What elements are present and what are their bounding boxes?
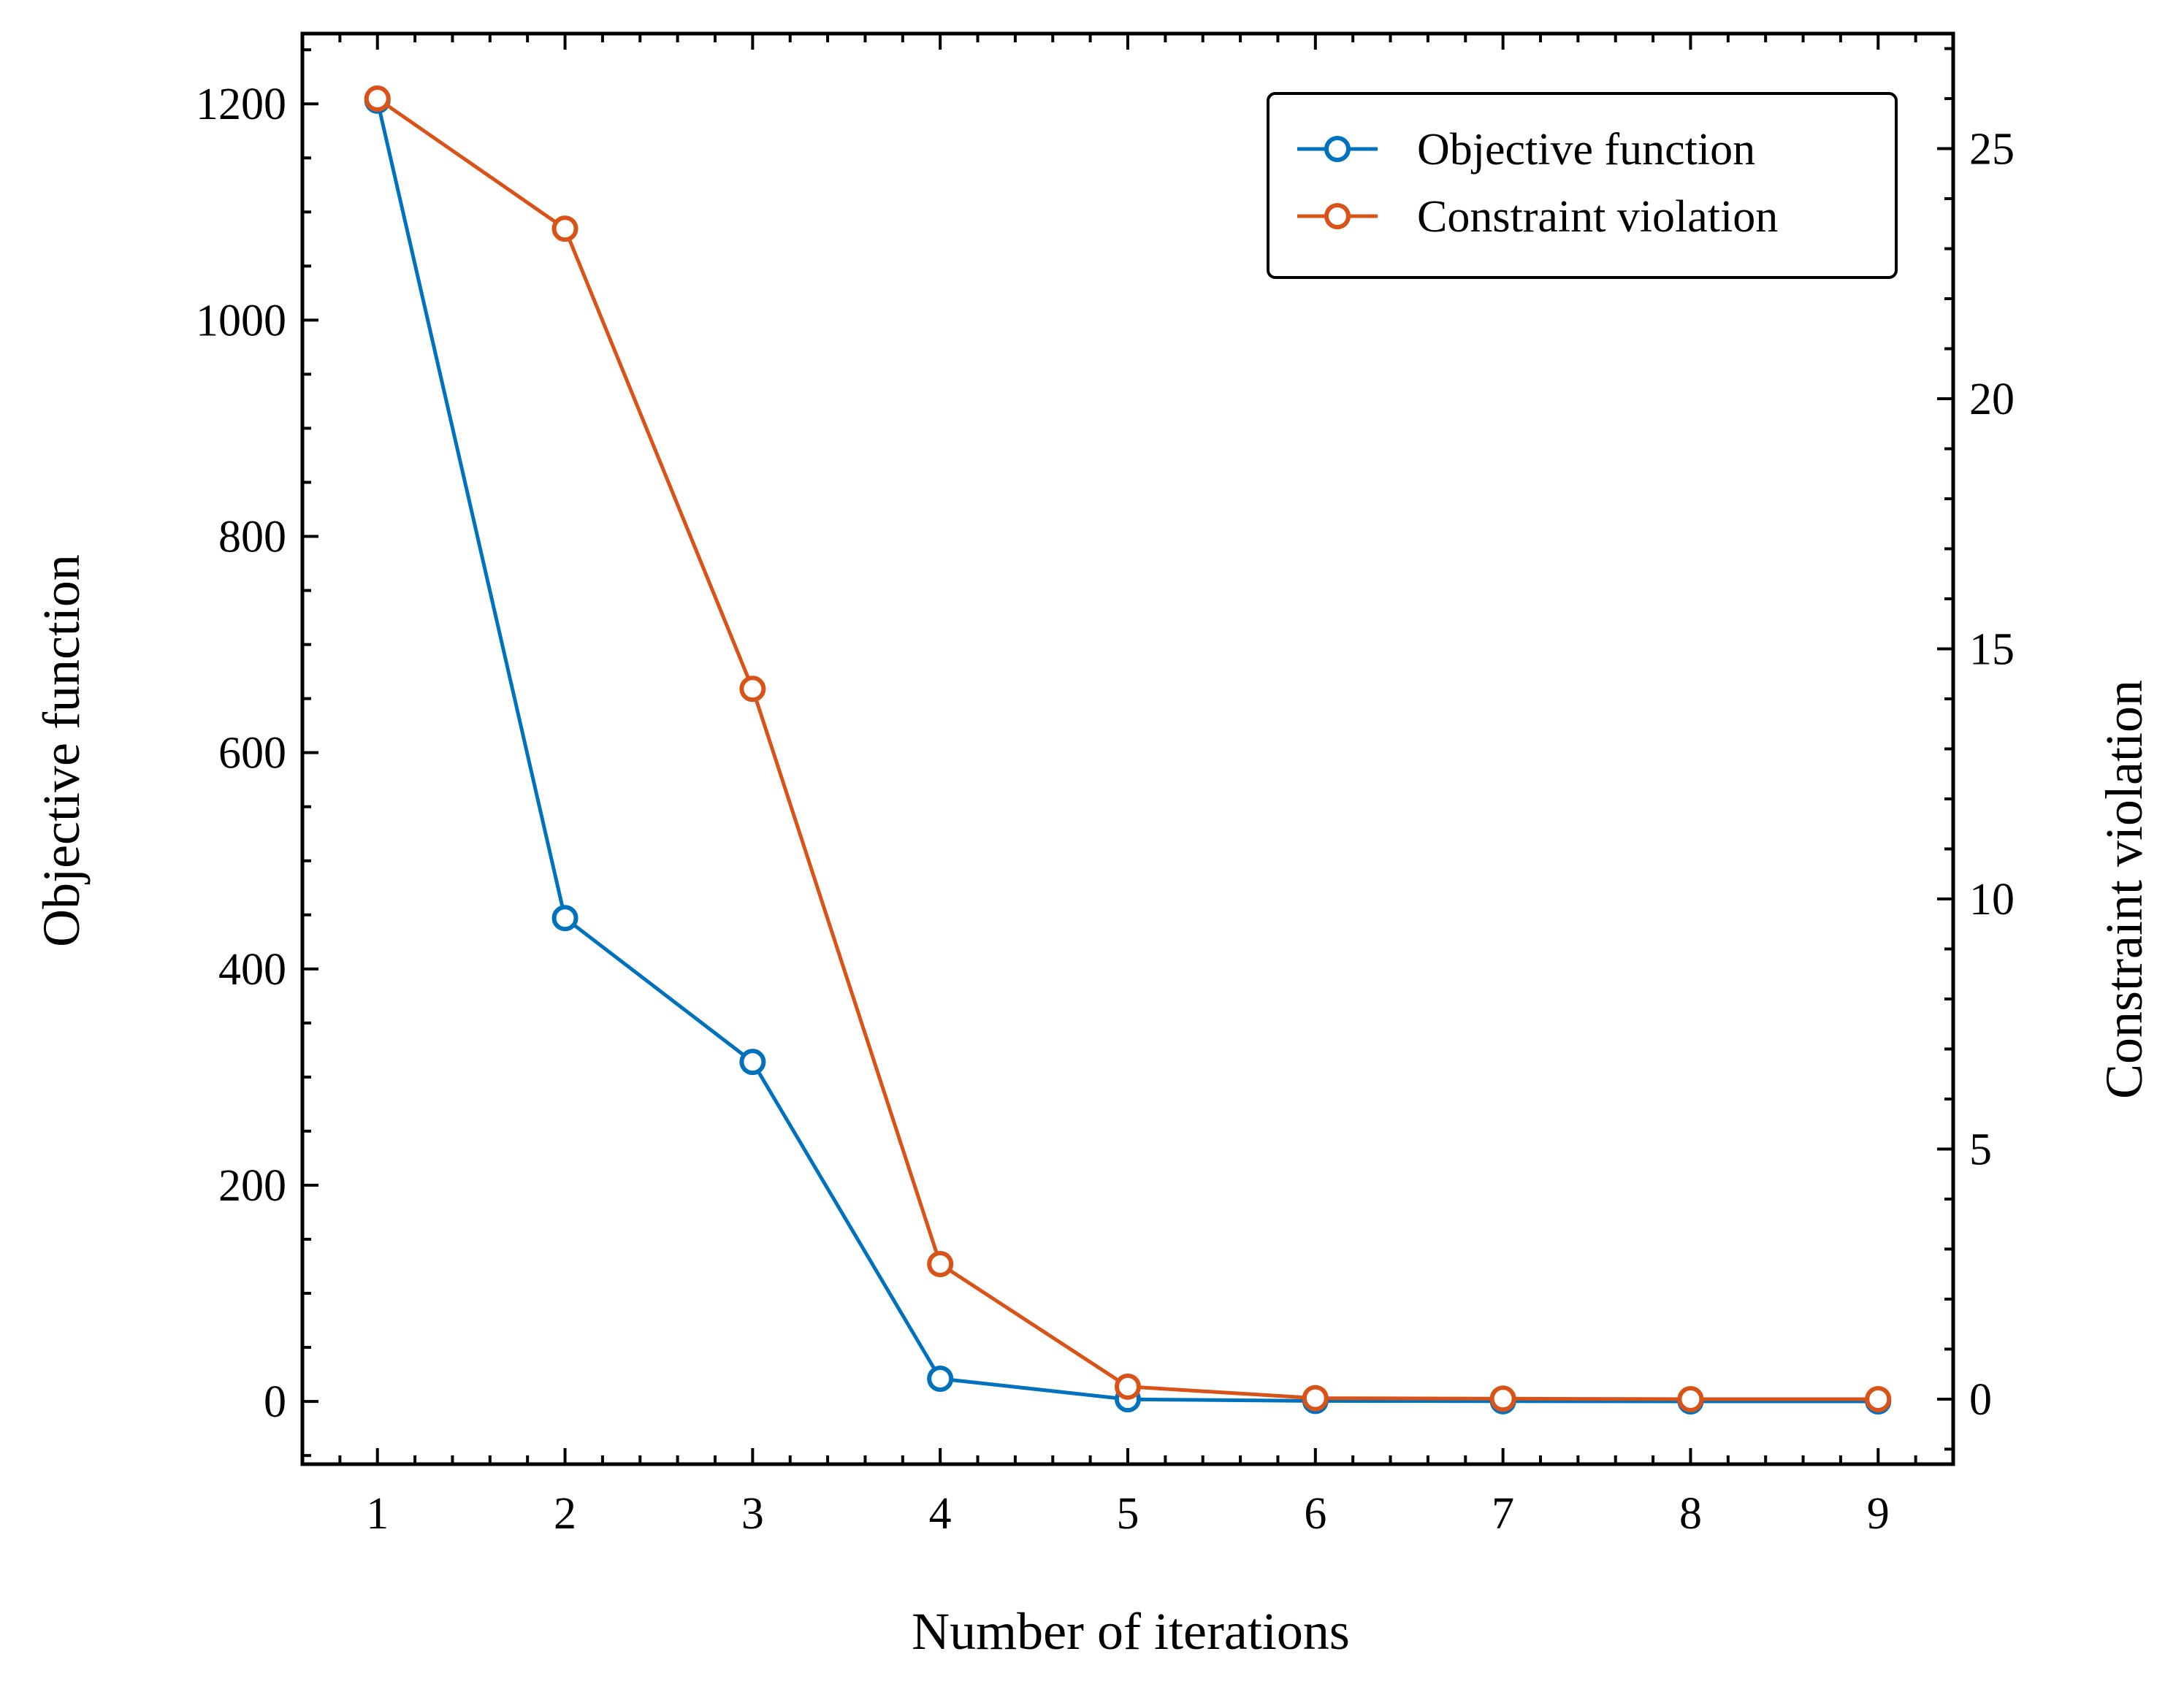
y-tick-label: 800 [218, 513, 286, 562]
data-point [1865, 1385, 1892, 1412]
y-tick-label: 600 [218, 729, 286, 778]
x-tick-label: 6 [1304, 1489, 1326, 1539]
data-point [927, 1251, 954, 1278]
y-tick-label: 1000 [196, 296, 286, 345]
labels-layer: Number of iterations Objective function … [32, 554, 2153, 1661]
x-tick-label: 1 [366, 1489, 389, 1539]
legend-marker-constraint [1324, 203, 1351, 229]
data-point [1489, 1385, 1516, 1412]
legend-label-objective: Objective function [1417, 125, 1755, 175]
series-constraint-violation [364, 85, 1892, 1412]
legend-entry-constraint: Constraint violation [1297, 192, 1778, 242]
data-point [739, 675, 766, 703]
x-tick-label: 4 [929, 1489, 952, 1539]
legend-entry-objective: Objective function [1297, 125, 1755, 175]
y2-tick-label: 20 [1969, 375, 2015, 424]
y-tick-label: 200 [218, 1161, 286, 1211]
x-tick-label: 5 [1117, 1489, 1139, 1539]
series-layer [364, 85, 1892, 1415]
y-axis-title: Objective function [32, 554, 91, 947]
axes-layer: 1 2 3 4 5 6 7 8 9 0 200 400 600 800 1000 1200 0 5 10 15 20 25 [196, 31, 2015, 1539]
series-line [375, 100, 1879, 1404]
y2-tick-label: 0 [1969, 1375, 1992, 1425]
data-point [739, 1049, 766, 1076]
y2-tick-label: 5 [1969, 1125, 1992, 1174]
x-axis-title: Number of iterations [912, 1602, 1350, 1661]
data-point [1302, 1385, 1329, 1412]
y2-tick-label: 10 [1969, 875, 2015, 925]
series-objective-function [364, 87, 1892, 1415]
data-point [551, 215, 579, 242]
data-point [1115, 1373, 1141, 1400]
data-point [364, 85, 391, 112]
y2-axis-title: Constraint violation [2095, 680, 2153, 1099]
x-tick-label: 9 [1867, 1489, 1890, 1539]
x-tick-label: 3 [741, 1489, 764, 1539]
y-tick-label: 1200 [196, 80, 286, 129]
x-tick-label: 2 [554, 1489, 576, 1539]
y2-tick-label: 25 [1969, 125, 2015, 175]
data-point [551, 905, 579, 932]
legend-box [1267, 92, 1898, 279]
x-tick-label: 7 [1492, 1489, 1514, 1539]
series-line [376, 96, 1879, 1401]
legend-label-constraint: Constraint violation [1417, 192, 1778, 242]
x-tick-label: 8 [1679, 1489, 1702, 1539]
y-tick-label: 0 [264, 1377, 286, 1427]
legend-marker-objective [1324, 136, 1351, 162]
data-point [1677, 1385, 1704, 1412]
legend: Objective function Constraint violation [1267, 92, 1898, 279]
y-tick-label: 400 [218, 945, 286, 995]
y2-tick-label: 15 [1969, 625, 2015, 675]
data-point [927, 1366, 954, 1393]
